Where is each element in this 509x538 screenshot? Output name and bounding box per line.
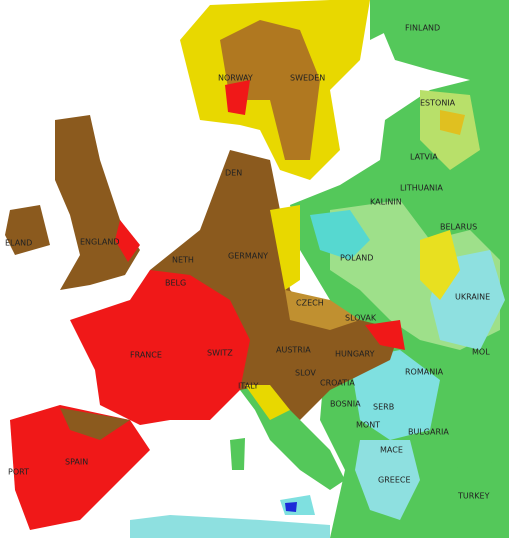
region-cyan [350, 350, 440, 440]
country-label: PORT [8, 468, 29, 477]
country-label: GERMANY [228, 252, 268, 261]
region-cyan [130, 515, 330, 538]
country-label: GREECE [378, 476, 411, 485]
country-label: POLAND [340, 254, 373, 263]
country-label: BULGARIA [408, 428, 449, 437]
country-label: ELAND [5, 239, 32, 248]
region-france [70, 270, 250, 425]
country-label: ROMANIA [405, 368, 444, 377]
country-label: NORWAY [218, 74, 253, 83]
region-ireland [5, 205, 50, 255]
region-brown [60, 408, 130, 440]
country-label: SERB [373, 403, 394, 412]
region-iberia [10, 405, 150, 530]
region-yellow [270, 205, 300, 290]
region-tan [285, 290, 360, 330]
region-yellow [420, 230, 460, 300]
country-label: CZECH [296, 299, 324, 308]
region-greece [355, 440, 420, 520]
country-label: AUSTRIA [276, 346, 311, 355]
region-yellow [245, 385, 290, 420]
country-label: MONT [356, 421, 380, 430]
country-label: KALININ [370, 198, 402, 207]
region-green [370, 0, 400, 40]
country-label: UKRAINE [455, 293, 490, 302]
region-central [150, 150, 400, 420]
country-label: ESTONIA [420, 99, 456, 108]
country-label: LITHUANIA [400, 184, 443, 193]
country-label: SLOV [295, 369, 316, 378]
country-label: ENGLAND [80, 238, 120, 247]
country-label: BOSNIA [330, 400, 361, 409]
region-cyan [310, 210, 370, 260]
country-label: FINLAND [405, 24, 440, 33]
country-label: SLOVAK [345, 314, 377, 323]
region-blue [285, 502, 297, 512]
country-label: NETH [172, 256, 194, 265]
country-label: BELG [165, 279, 186, 288]
country-label: SWEDEN [290, 74, 325, 83]
country-label: BELARUS [440, 223, 477, 232]
country-label: TURKEY [457, 492, 490, 501]
region-red [225, 80, 250, 115]
country-label: LATVIA [410, 153, 438, 162]
country-label: MOL [472, 348, 490, 357]
country-labels: FINLAND NORWAY SWEDEN ESTONIA LATVIA LIT… [5, 24, 490, 501]
region-brown [220, 20, 320, 160]
region-turkey [440, 460, 509, 520]
region-yellow [440, 110, 465, 135]
region-red [365, 320, 405, 350]
region-sardinia [230, 438, 245, 470]
country-label: SPAIN [65, 458, 88, 467]
country-label: SWITZ [207, 349, 233, 358]
country-label: ITALY [238, 382, 258, 391]
country-label: DEN [225, 169, 242, 178]
country-label: HUNGARY [335, 350, 375, 359]
country-label: CROATIA [320, 379, 355, 388]
country-label: FRANCE [130, 351, 162, 360]
region-red [115, 220, 140, 262]
country-label: MACE [380, 446, 403, 455]
